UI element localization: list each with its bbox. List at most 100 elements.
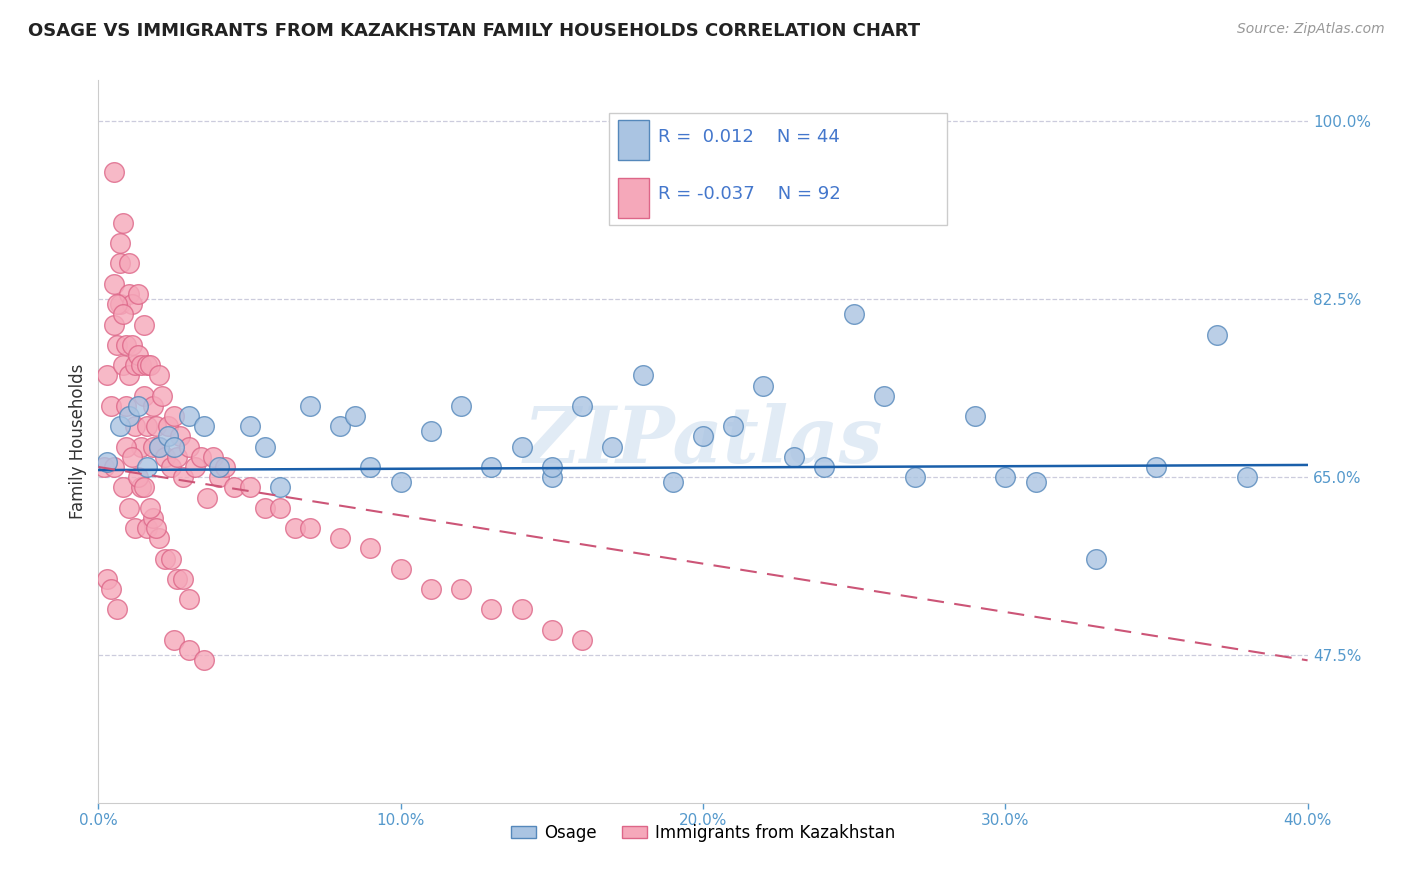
- Point: [148, 368, 170, 383]
- Y-axis label: Family Households: Family Households: [69, 364, 87, 519]
- Point: [269, 500, 291, 515]
- Point: [166, 450, 188, 464]
- Point: [239, 480, 262, 494]
- Point: [420, 582, 443, 596]
- Point: [108, 256, 131, 270]
- Point: [904, 470, 927, 484]
- Point: [153, 551, 176, 566]
- Point: [105, 297, 128, 311]
- FancyBboxPatch shape: [619, 178, 648, 218]
- Point: [214, 460, 236, 475]
- Point: [114, 338, 136, 352]
- Point: [179, 643, 201, 657]
- Point: [284, 521, 307, 535]
- Point: [540, 623, 562, 637]
- Point: [360, 541, 382, 556]
- Point: [129, 358, 152, 372]
- Point: [994, 470, 1017, 484]
- Point: [540, 470, 562, 484]
- Text: OSAGE VS IMMIGRANTS FROM KAZAKHSTAN FAMILY HOUSEHOLDS CORRELATION CHART: OSAGE VS IMMIGRANTS FROM KAZAKHSTAN FAMI…: [28, 22, 921, 40]
- Point: [193, 653, 215, 667]
- Point: [172, 470, 194, 484]
- Point: [481, 602, 503, 616]
- Point: [103, 318, 125, 332]
- Point: [208, 470, 231, 484]
- Point: [1206, 327, 1229, 342]
- Point: [224, 480, 246, 494]
- Point: [96, 368, 118, 383]
- Point: [571, 632, 593, 647]
- Point: [105, 602, 128, 616]
- Point: [184, 460, 207, 475]
- Point: [450, 582, 472, 596]
- Point: [148, 531, 170, 545]
- Point: [1144, 460, 1167, 475]
- Point: [156, 429, 179, 443]
- Point: [1085, 551, 1108, 566]
- Point: [142, 440, 165, 454]
- Point: [195, 491, 218, 505]
- Point: [873, 389, 896, 403]
- Text: ZIPatlas: ZIPatlas: [523, 403, 883, 480]
- Text: R =  0.012    N = 44: R = 0.012 N = 44: [658, 128, 841, 145]
- Point: [135, 358, 157, 372]
- Point: [253, 440, 276, 454]
- Point: [108, 297, 131, 311]
- Point: [105, 338, 128, 352]
- FancyBboxPatch shape: [609, 112, 948, 225]
- Point: [571, 399, 593, 413]
- Legend: Osage, Immigrants from Kazakhstan: Osage, Immigrants from Kazakhstan: [505, 817, 901, 848]
- Point: [124, 521, 146, 535]
- Point: [163, 632, 186, 647]
- Point: [135, 419, 157, 434]
- Point: [202, 450, 225, 464]
- Point: [844, 307, 866, 321]
- Point: [540, 460, 562, 475]
- Point: [510, 602, 533, 616]
- Point: [111, 216, 134, 230]
- Point: [135, 521, 157, 535]
- Point: [160, 460, 183, 475]
- Point: [510, 440, 533, 454]
- Point: [127, 287, 149, 301]
- Point: [163, 409, 186, 423]
- Point: [172, 572, 194, 586]
- Point: [121, 338, 143, 352]
- Text: Source: ZipAtlas.com: Source: ZipAtlas.com: [1237, 22, 1385, 37]
- FancyBboxPatch shape: [619, 120, 648, 160]
- Point: [100, 399, 122, 413]
- Point: [96, 455, 118, 469]
- Point: [329, 531, 352, 545]
- Point: [121, 450, 143, 464]
- Point: [114, 440, 136, 454]
- Point: [179, 409, 201, 423]
- Point: [124, 358, 146, 372]
- Point: [139, 358, 162, 372]
- Point: [631, 368, 654, 383]
- Point: [148, 440, 170, 454]
- Point: [1024, 475, 1046, 490]
- Point: [239, 419, 262, 434]
- Point: [156, 419, 179, 434]
- Point: [135, 460, 157, 475]
- Point: [111, 307, 134, 321]
- Point: [145, 521, 167, 535]
- Point: [166, 572, 188, 586]
- Point: [132, 389, 155, 403]
- Point: [269, 480, 291, 494]
- Point: [127, 470, 149, 484]
- Point: [153, 450, 176, 464]
- Point: [118, 256, 141, 270]
- Point: [389, 562, 412, 576]
- Text: R = -0.037    N = 92: R = -0.037 N = 92: [658, 186, 841, 203]
- Point: [163, 440, 186, 454]
- Point: [179, 592, 201, 607]
- Point: [124, 419, 146, 434]
- Point: [299, 399, 322, 413]
- Point: [132, 318, 155, 332]
- Point: [118, 368, 141, 383]
- Point: [253, 500, 276, 515]
- Point: [148, 440, 170, 454]
- Point: [783, 450, 806, 464]
- Point: [142, 511, 165, 525]
